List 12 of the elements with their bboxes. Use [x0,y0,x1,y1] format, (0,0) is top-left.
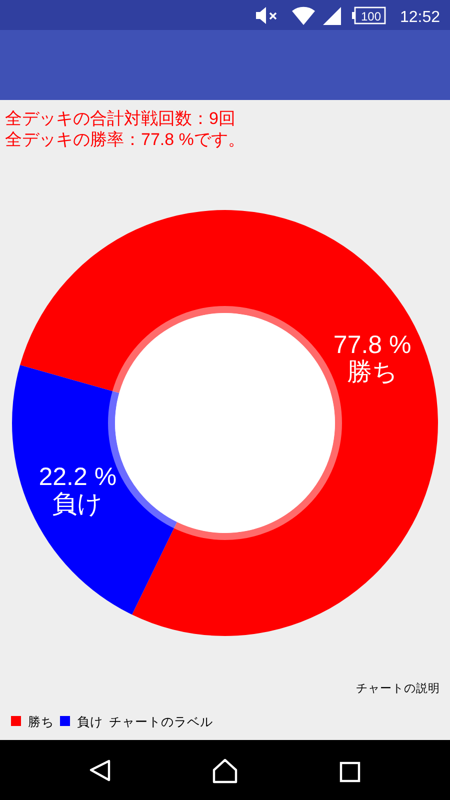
legend-title: チャートのラベル [109,715,213,729]
chart-subtitle: 全デッキの勝率：77.8 %です。 [5,130,245,149]
chart-title: 全デッキの合計対戦回数：9回 [5,109,236,128]
slice-label: 勝ち [346,358,398,386]
data-label: 77.8 % [333,330,412,359]
legend-label: 負け [77,715,103,729]
slice-label: 負け [52,490,104,518]
legend-label: 勝ち [28,715,54,729]
data-label: 22.2 % [38,463,117,492]
text: チャートの説明 [356,682,440,695]
text: 12:52 [400,9,440,26]
text: 100 [360,10,382,24]
